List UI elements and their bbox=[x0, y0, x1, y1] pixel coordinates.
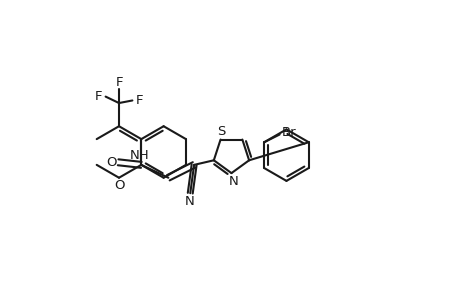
Text: F: F bbox=[135, 94, 143, 107]
Text: O: O bbox=[106, 156, 116, 169]
Text: N: N bbox=[228, 175, 238, 188]
Text: Br: Br bbox=[281, 126, 296, 139]
Text: NH: NH bbox=[129, 149, 149, 162]
Text: F: F bbox=[95, 90, 102, 103]
Text: F: F bbox=[115, 76, 123, 89]
Text: O: O bbox=[114, 179, 125, 192]
Text: S: S bbox=[217, 125, 225, 138]
Text: N: N bbox=[184, 195, 194, 208]
